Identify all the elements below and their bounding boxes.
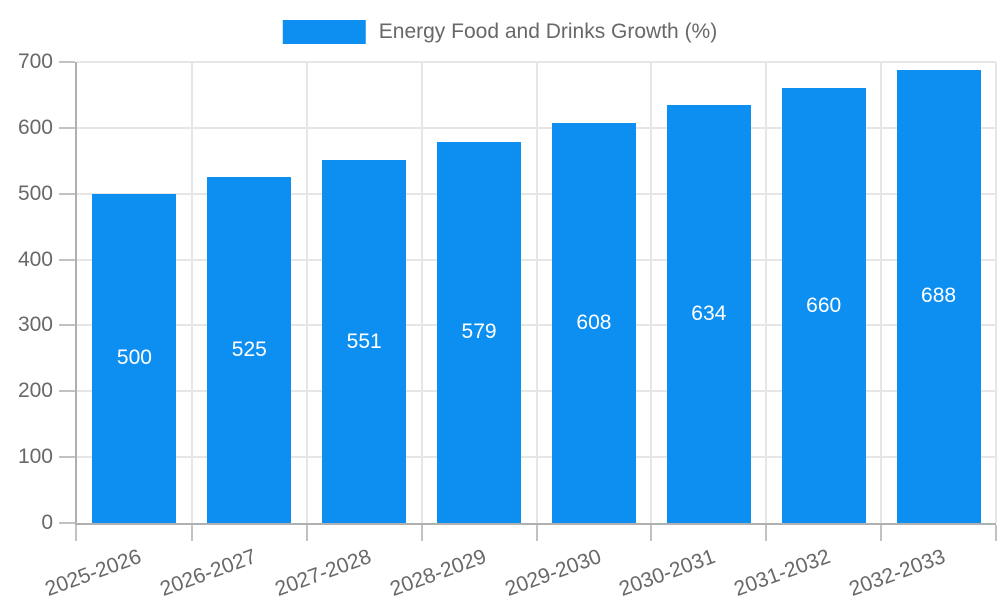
y-axis-label: 600: [17, 115, 53, 139]
bar-value-label: 579: [461, 320, 497, 344]
y-axis-tick: [59, 192, 75, 195]
x-axis-tick: [305, 525, 308, 541]
x-axis-tick: [995, 525, 997, 541]
bar-value-label: 660: [806, 293, 842, 317]
y-axis-tick: [59, 456, 75, 459]
x-axis-tick: [535, 525, 538, 541]
x-axis-tick: [190, 525, 193, 541]
y-axis-label: 500: [17, 181, 53, 205]
y-axis-label: 100: [17, 445, 53, 469]
plot-area: 0 100 200 300 400 500 600 700 500 525 551 579 608 634…: [18, 50, 997, 600]
x-axis-label: 2031-2032: [731, 545, 834, 600]
x-gridline: [880, 62, 883, 523]
x-gridline: [995, 62, 997, 523]
x-axis-tick: [880, 525, 883, 541]
bar: 634: [666, 105, 751, 523]
bar-value-label: 500: [116, 346, 152, 370]
x-axis-label: 2027-2028: [271, 545, 375, 600]
y-axis-tick: [59, 258, 75, 261]
legend-item[interactable]: Energy Food and Drinks Growth (%): [282, 20, 718, 44]
x-axis-label: 2028-2029: [386, 545, 489, 600]
bar: 579: [437, 141, 522, 523]
bar: 500: [92, 193, 177, 523]
bar-value-label: 688: [921, 284, 957, 308]
x-axis-label: 2030-2031: [616, 545, 719, 600]
y-axis-tick: [59, 390, 75, 393]
y-axis-label: 400: [17, 247, 53, 271]
y-axis-label: 300: [17, 313, 53, 337]
y-axis-tick: [59, 126, 75, 129]
bar: 551: [322, 160, 407, 523]
x-axis-label: 2026-2027: [156, 545, 260, 600]
x-axis-tick: [75, 525, 77, 541]
x-gridline: [650, 62, 653, 523]
x-gridline: [190, 62, 193, 523]
x-axis-label: 2025-2026: [42, 545, 145, 600]
x-axis-tick: [650, 525, 653, 541]
legend: Energy Food and Drinks Growth (%): [282, 20, 718, 44]
y-axis-label: 200: [17, 379, 53, 403]
x-gridline: [535, 62, 538, 523]
x-axis-tick: [765, 525, 768, 541]
x-axis-label: 2029-2030: [501, 545, 604, 600]
bar: 525: [207, 177, 292, 523]
x-gridline: [305, 62, 308, 523]
bar-value-label: 634: [691, 302, 727, 326]
bar: 608: [551, 122, 636, 523]
y-axis-tick: [59, 61, 75, 63]
bar-value-label: 551: [346, 329, 382, 353]
bar: 660: [781, 88, 866, 523]
y-axis-tick: [59, 324, 75, 327]
x-axis-label: 2032-2033: [846, 545, 949, 600]
y-axis-label: 700: [17, 50, 53, 73]
y-axis-tick: [59, 522, 75, 524]
bar-value-label: 608: [576, 310, 612, 334]
x-gridline: [420, 62, 423, 523]
legend-label: Energy Food and Drinks Growth (%): [378, 20, 718, 43]
bar: 688: [896, 69, 981, 523]
y-axis-label: 0: [41, 511, 53, 534]
bar-value-label: 525: [231, 338, 267, 362]
legend-swatch: [282, 20, 366, 44]
x-axis-tick: [420, 525, 423, 541]
x-gridline: [765, 62, 768, 523]
